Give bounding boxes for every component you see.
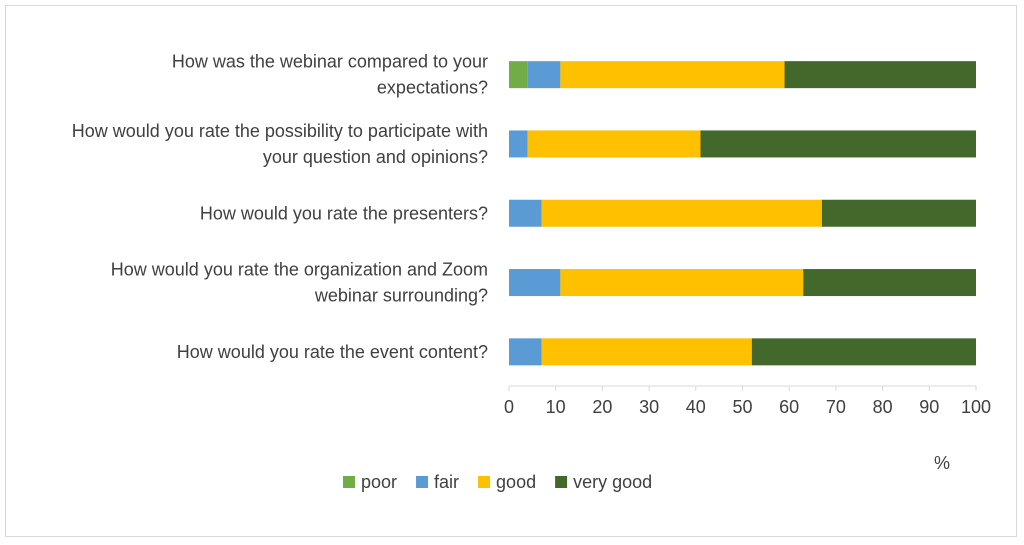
bar-good-0 [560,61,785,89]
category-label-3-0: How would you rate the organization and … [111,260,488,280]
bars-group [509,61,976,366]
legend-label-poor: poor [361,472,397,492]
x-tick-label-7: 70 [826,397,846,417]
x-tick-label-6: 60 [779,397,799,417]
bar-good-3 [560,269,804,297]
legend-label-fair: fair [434,472,459,492]
x-tick-label-9: 90 [919,397,939,417]
category-label-0-1: expectations? [377,78,488,98]
legend-label-good: good [496,472,536,492]
x-tick-label-3: 30 [639,397,659,417]
category-label-1-0: How would you rate the possibility to pa… [72,121,488,141]
category-label-0-0: How was the webinar compared to your [172,52,488,72]
x-axis-label: % [934,453,950,473]
bar-good-4 [541,338,752,366]
bar-very-good-2 [821,199,976,227]
category-label-1-1: your question and opinions? [263,147,488,167]
x-tick-label-8: 80 [873,397,893,417]
x-tick-label-5: 50 [732,397,752,417]
bar-good-2 [541,199,822,227]
bar-very-good-4 [751,338,976,366]
x-tick-label-4: 40 [686,397,706,417]
legend-swatch-good [478,476,491,488]
legend: poor fair good very good [343,472,652,492]
category-label-2-0: How would you rate the presenters? [200,203,488,223]
bar-very-good-1 [700,130,976,158]
x-tick-label-10: 100 [961,397,991,417]
category-label-3-1: webinar surrounding? [314,286,488,306]
bar-fair-1 [509,130,528,158]
bar-fair-0 [527,61,561,89]
legend-swatch-very-good [555,476,568,488]
bar-very-good-0 [784,61,976,89]
legend-label-very-good: very good [573,472,652,492]
category-labels: How was the webinar compared to your expe… [72,52,488,362]
x-axis: 0 10 20 30 40 50 60 70 80 90 100 [504,385,991,417]
bar-fair-3 [509,269,561,297]
x-tick-label-1: 10 [546,397,566,417]
x-tick-label-2: 20 [592,397,612,417]
legend-swatch-fair [416,476,429,488]
bar-fair-2 [509,199,542,227]
x-tick-label-0: 0 [504,397,514,417]
legend-swatch-poor [343,476,355,488]
bar-poor-0 [509,61,528,89]
category-label-4-0: How would you rate the event content? [177,342,488,362]
bar-good-1 [527,130,701,158]
bar-fair-4 [509,338,542,366]
bar-very-good-3 [803,269,976,297]
